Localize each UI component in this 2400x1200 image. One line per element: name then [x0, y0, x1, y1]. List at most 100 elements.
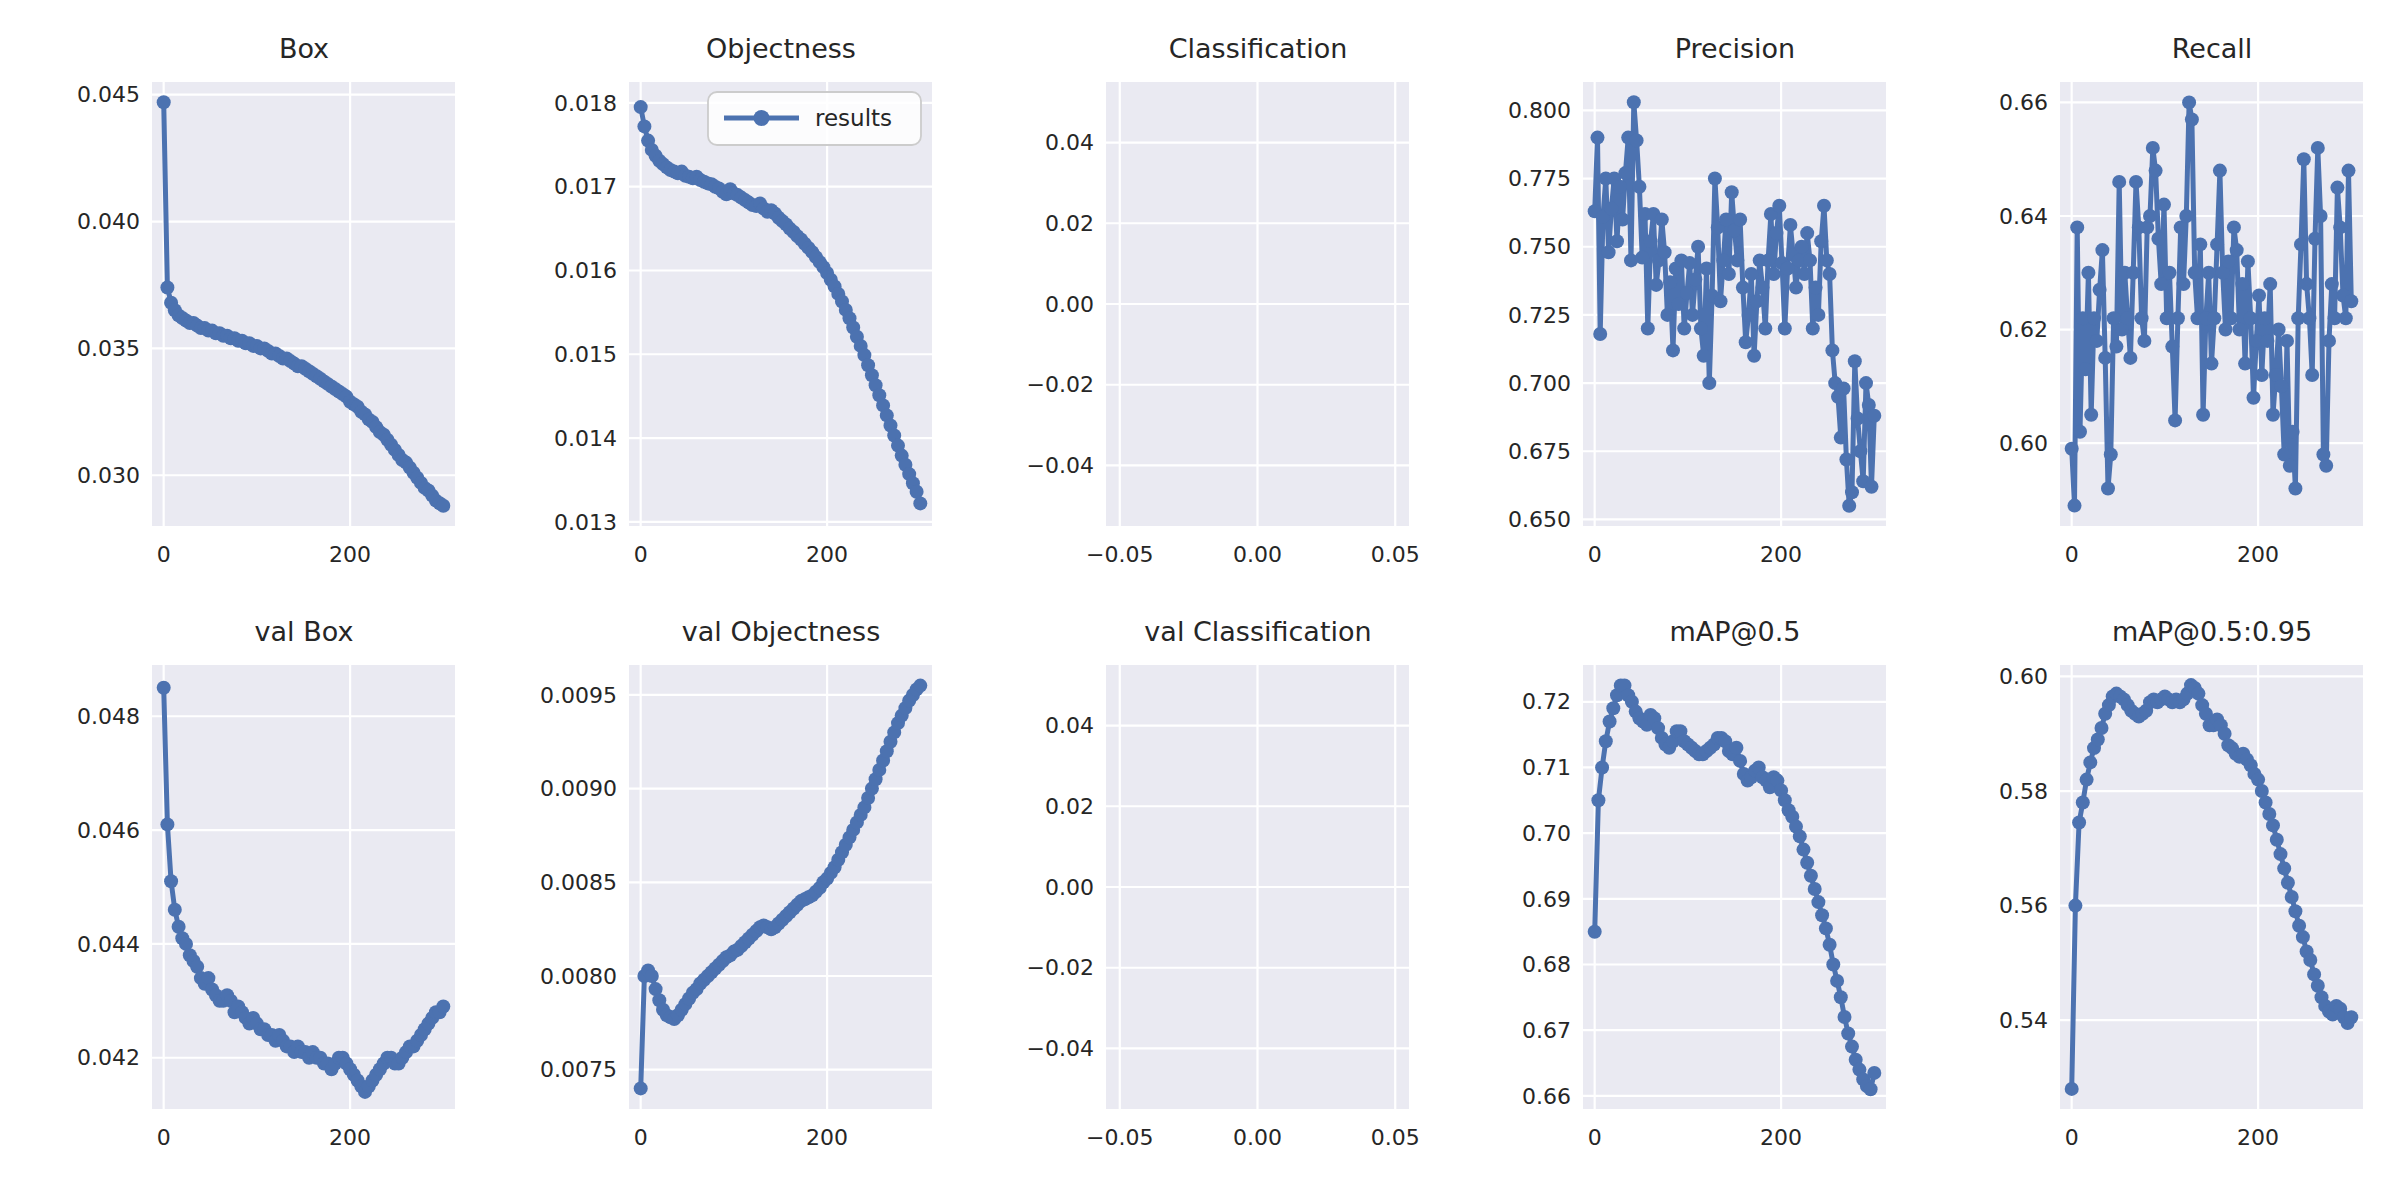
data-point-marker: [2280, 334, 2294, 348]
data-point-marker: [2241, 254, 2255, 268]
data-point-marker: [1789, 281, 1803, 295]
data-point-marker: [2185, 113, 2199, 127]
data-point-marker: [2325, 277, 2339, 291]
data-point-marker: [1819, 921, 1833, 935]
map50-95-plot-canvas: 0.540.560.580.600200: [1908, 583, 2385, 1183]
data-point-marker: [1610, 234, 1624, 248]
data-point-marker: [1660, 308, 1674, 322]
data-point-marker: [2101, 482, 2115, 496]
data-point-marker: [1593, 327, 1607, 341]
data-point-marker: [1803, 253, 1817, 267]
y-tick-label: 0.62: [1999, 317, 2048, 342]
data-point-marker: [913, 496, 927, 510]
y-tick-label: 0.775: [1508, 166, 1571, 191]
y-tick-label: 0.042: [77, 1045, 140, 1070]
y-tick-label: 0.030: [77, 463, 140, 488]
data-point-marker: [2129, 175, 2143, 189]
data-point-marker: [2263, 277, 2277, 291]
data-point-marker: [2330, 181, 2344, 195]
data-point-marker: [1591, 131, 1605, 145]
y-tick-label: 0.58: [1999, 779, 2048, 804]
y-tick-label: 0.70: [1522, 821, 1571, 846]
data-point-marker: [1591, 793, 1605, 807]
y-tick-label: 0.56: [1999, 893, 2048, 918]
data-point-marker: [1630, 133, 1644, 147]
data-point-marker: [2168, 413, 2182, 427]
y-tick-label: 0.0075: [540, 1057, 617, 1082]
data-point-marker: [2205, 357, 2219, 371]
data-point-marker: [164, 874, 178, 888]
data-point-marker: [1809, 281, 1823, 295]
data-point-marker: [1742, 308, 1756, 322]
data-point-marker: [2154, 277, 2168, 291]
x-tick-label: 200: [806, 1125, 848, 1150]
data-point-marker: [1641, 322, 1655, 336]
data-point-marker: [2308, 232, 2322, 246]
y-tick-label: 0.66: [1999, 90, 2048, 115]
data-point-marker: [1814, 234, 1828, 248]
data-point-marker: [1733, 213, 1747, 227]
map50-plot-canvas: 0.660.670.680.690.700.710.720200: [1431, 583, 1908, 1183]
data-point-marker: [2286, 425, 2300, 439]
data-point-marker: [1781, 262, 1795, 276]
data-point-marker: [1815, 908, 1829, 922]
data-point-marker: [1655, 213, 1669, 227]
data-point-marker: [1845, 1040, 1859, 1054]
data-point-marker: [1864, 1082, 1878, 1096]
y-tick-label: 0.00: [1045, 292, 1094, 317]
y-tick-label: −0.04: [1027, 1036, 1094, 1061]
x-tick-label: 0: [1588, 542, 1602, 567]
data-point-marker: [1761, 253, 1775, 267]
data-point-marker: [2255, 368, 2269, 382]
data-point-marker: [2073, 425, 2087, 439]
data-point-marker: [1758, 322, 1772, 336]
data-point-marker: [1632, 180, 1646, 194]
y-tick-label: 0.04: [1045, 713, 1094, 738]
data-point-marker: [1845, 485, 1859, 499]
data-point-marker: [1830, 974, 1844, 988]
data-point-marker: [2272, 323, 2286, 337]
y-tick-label: 0.045: [77, 82, 140, 107]
data-point-marker: [2109, 340, 2123, 354]
data-point-marker: [2303, 953, 2317, 967]
x-tick-label: 200: [1760, 542, 1802, 567]
data-point-marker: [2098, 351, 2112, 365]
data-point-marker: [2314, 209, 2328, 223]
y-tick-label: 0.54: [1999, 1008, 2048, 1033]
data-point-marker: [634, 1081, 648, 1095]
data-point-marker: [2233, 323, 2247, 337]
data-point-marker: [1739, 335, 1753, 349]
data-point-marker: [2213, 164, 2227, 178]
y-tick-label: 0.64: [1999, 204, 2048, 229]
data-point-marker: [1837, 382, 1851, 396]
box-plot-canvas: 0.0300.0350.0400.0450200: [0, 0, 477, 600]
data-point-marker: [1700, 262, 1714, 276]
y-tick-label: 0.040: [77, 209, 140, 234]
y-tick-label: 0.67: [1522, 1018, 1571, 1043]
x-tick-label: −0.05: [1086, 1125, 1153, 1150]
data-point-marker: [2179, 209, 2193, 223]
data-point-marker: [2107, 311, 2121, 325]
x-tick-label: 0.00: [1233, 542, 1282, 567]
y-tick-label: 0.71: [1522, 755, 1571, 780]
y-tick-label: 0.016: [554, 258, 617, 283]
data-point-marker: [1867, 409, 1881, 423]
data-point-marker: [2143, 209, 2157, 223]
data-point-marker: [1817, 199, 1831, 213]
data-point-marker: [1853, 444, 1867, 458]
data-point-marker: [2084, 408, 2098, 422]
data-point-marker: [2087, 311, 2101, 325]
data-point-marker: [2288, 904, 2302, 918]
precision-plot-canvas: 0.6500.6750.7000.7250.7500.7750.8000200: [1431, 0, 1908, 600]
y-tick-label: 0.046: [77, 818, 140, 843]
data-point-marker: [2149, 164, 2163, 178]
data-point-marker: [913, 679, 927, 693]
y-tick-label: −0.02: [1027, 372, 1094, 397]
data-point-marker: [168, 903, 182, 917]
data-point-marker: [1867, 1066, 1881, 1080]
x-tick-label: 200: [329, 1125, 371, 1150]
data-point-marker: [1834, 990, 1848, 1004]
data-point-marker: [634, 100, 648, 114]
data-point-marker: [1683, 256, 1697, 270]
data-point-marker: [2121, 311, 2135, 325]
